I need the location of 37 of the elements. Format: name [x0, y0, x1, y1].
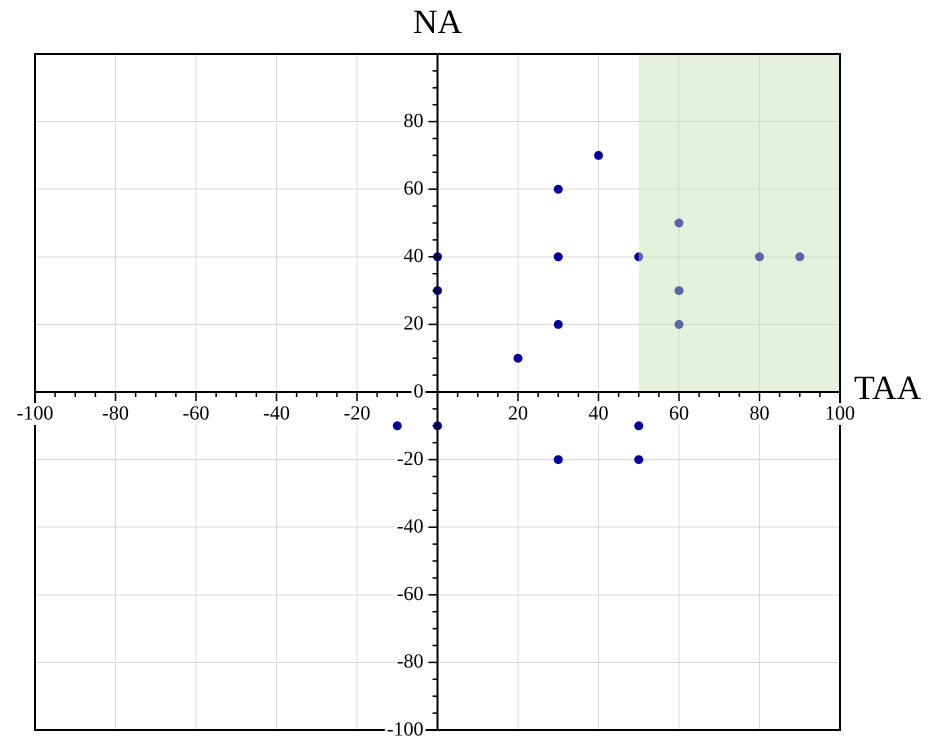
- y-tick-label: -100: [386, 718, 424, 740]
- y-axis-title: NA: [412, 4, 462, 41]
- point: [554, 184, 563, 194]
- x-tick-label: -40: [263, 402, 290, 424]
- y-tick-label: -20: [396, 448, 424, 470]
- x-tick-label: 20: [508, 402, 528, 424]
- y-tick-label: -60: [396, 583, 424, 606]
- point: [594, 150, 603, 160]
- point: [755, 252, 764, 262]
- point: [634, 421, 644, 430]
- point: [392, 421, 402, 430]
- x-axis-title: TAA: [854, 370, 922, 407]
- point: [674, 320, 684, 329]
- x-tick-label: -20: [344, 402, 370, 424]
- y-tick-label: -40: [396, 515, 424, 538]
- x-tick-label: -100: [16, 402, 54, 424]
- y-tick-label: 40: [404, 245, 424, 268]
- point: [674, 286, 684, 296]
- y-tick-label: 80: [404, 110, 424, 132]
- x-tick-label: -80: [102, 402, 129, 424]
- x-tick-label: 100: [825, 402, 855, 424]
- x-tick-label: -60: [182, 402, 210, 424]
- y-tick-label: 60: [404, 177, 424, 200]
- point: [674, 218, 684, 228]
- y-tick-label: 20: [404, 312, 424, 335]
- point: [554, 320, 563, 329]
- x-tick-label: 60: [669, 402, 689, 424]
- point: [514, 354, 522, 363]
- point: [634, 455, 644, 464]
- point: [795, 252, 804, 262]
- y-tick-label: -80: [396, 650, 424, 673]
- point: [554, 252, 563, 262]
- point: [634, 252, 644, 262]
- y-tick-label: 0: [414, 380, 424, 402]
- x-tick-label: 40: [588, 402, 608, 424]
- point: [554, 455, 563, 464]
- x-tick-label: 80: [750, 402, 770, 424]
